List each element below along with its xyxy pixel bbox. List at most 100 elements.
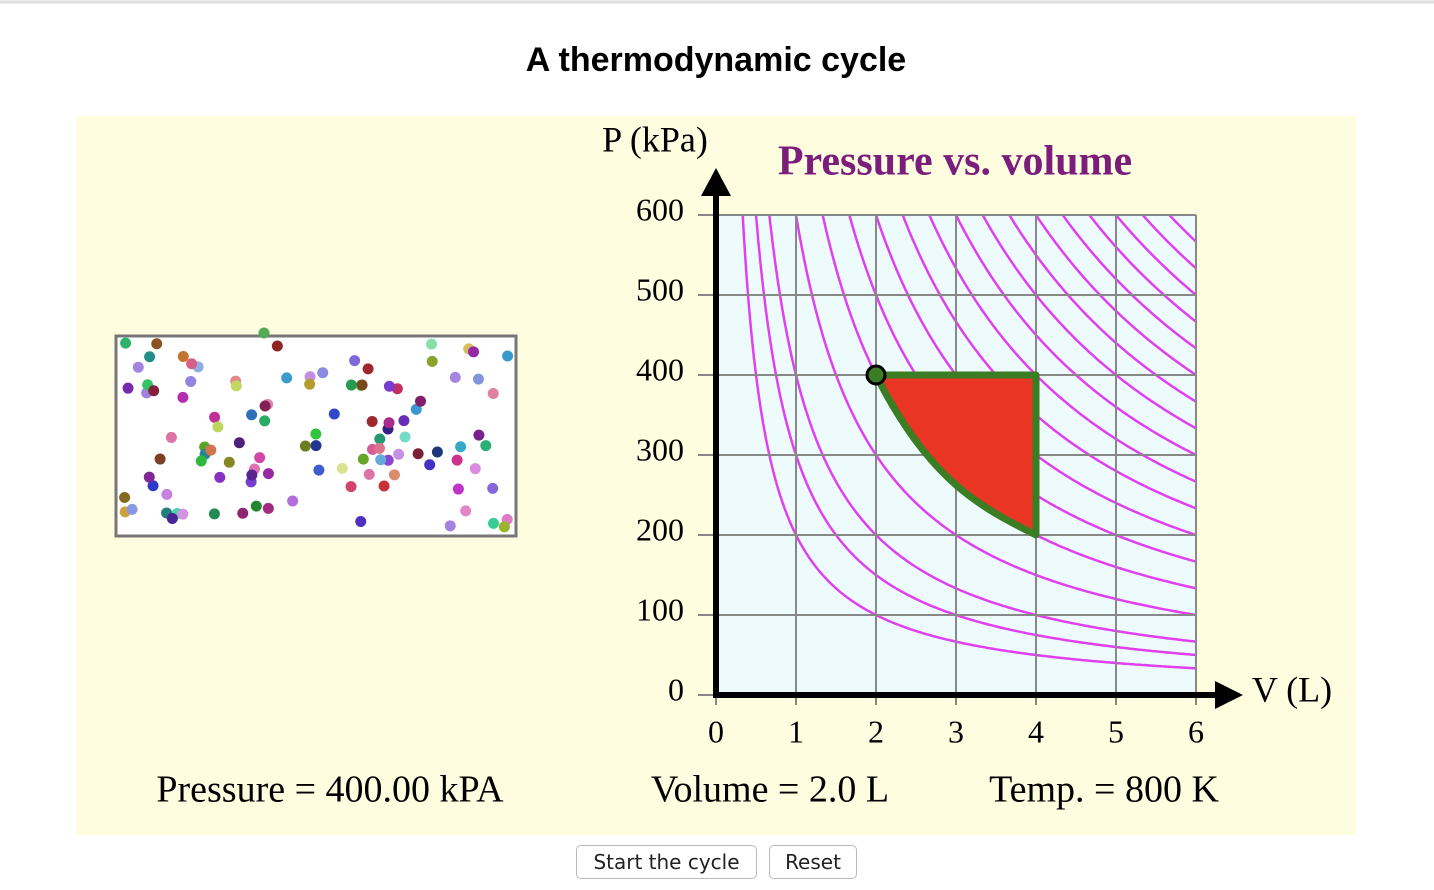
particle bbox=[259, 400, 271, 412]
y-axis-arrow bbox=[701, 168, 731, 196]
isotherm bbox=[768, 215, 1196, 643]
isotherm bbox=[794, 215, 1196, 617]
particle bbox=[328, 408, 340, 420]
particle bbox=[345, 379, 357, 391]
particle bbox=[356, 379, 368, 391]
particle bbox=[412, 448, 424, 460]
particle bbox=[345, 481, 357, 493]
particle bbox=[230, 380, 242, 392]
particle bbox=[233, 437, 245, 449]
particle bbox=[262, 502, 274, 514]
isotherm bbox=[741, 215, 1196, 670]
particle bbox=[246, 469, 258, 481]
y-tick-label: 100 bbox=[636, 591, 684, 627]
isotherm bbox=[901, 215, 1196, 510]
app: A thermodynamic cycle Pressure vs. volum… bbox=[0, 0, 1434, 835]
particle bbox=[366, 416, 378, 428]
particle bbox=[132, 361, 144, 373]
x-tick-label: 0 bbox=[708, 713, 724, 749]
particle bbox=[502, 350, 514, 362]
particle bbox=[212, 421, 224, 433]
particle bbox=[317, 367, 329, 379]
particle bbox=[177, 391, 189, 403]
particle bbox=[154, 453, 166, 465]
particle bbox=[119, 491, 131, 503]
x-tick-label: 4 bbox=[1028, 713, 1044, 749]
particle bbox=[383, 417, 395, 429]
particle bbox=[214, 471, 226, 483]
particle bbox=[451, 454, 463, 466]
particle bbox=[399, 431, 411, 443]
isotherm bbox=[1114, 215, 1196, 297]
start-button[interactable]: Start the cycle bbox=[576, 845, 757, 879]
particle bbox=[426, 355, 438, 367]
particle bbox=[165, 431, 177, 443]
particle bbox=[313, 464, 325, 476]
particle bbox=[161, 488, 173, 500]
particle bbox=[398, 415, 410, 427]
particle bbox=[431, 446, 443, 458]
particle bbox=[393, 448, 405, 460]
particle bbox=[498, 521, 510, 533]
pressure-readout: Pressure = 400.00 kPA bbox=[156, 769, 504, 811]
particle bbox=[195, 455, 207, 467]
particle bbox=[246, 409, 258, 421]
particle bbox=[378, 480, 390, 492]
particle bbox=[472, 373, 484, 385]
chart-title: Pressure vs. volume bbox=[778, 139, 1132, 185]
x-tick-label: 6 bbox=[1188, 713, 1204, 749]
particle bbox=[480, 440, 492, 452]
particle bbox=[120, 337, 132, 349]
particle bbox=[357, 453, 369, 465]
particle bbox=[287, 495, 299, 507]
particle bbox=[415, 395, 427, 407]
particle bbox=[383, 380, 395, 392]
y-tick-label: 400 bbox=[636, 351, 684, 387]
particle bbox=[410, 403, 422, 415]
particle bbox=[148, 385, 160, 397]
particle bbox=[374, 433, 386, 445]
particle bbox=[363, 468, 375, 480]
isotherm bbox=[1061, 215, 1196, 350]
particle bbox=[271, 340, 283, 352]
isotherm bbox=[1034, 215, 1196, 377]
isotherm bbox=[927, 215, 1196, 484]
particle bbox=[185, 375, 197, 387]
particle bbox=[177, 508, 189, 520]
x-axis-label: V (L) bbox=[1252, 669, 1332, 709]
particle bbox=[299, 440, 311, 452]
particle bbox=[362, 363, 374, 375]
x-tick-label: 1 bbox=[788, 713, 804, 749]
x-axis-arrow bbox=[1215, 681, 1243, 709]
reset-button[interactable]: Reset bbox=[769, 845, 857, 879]
particle bbox=[455, 441, 467, 453]
particle bbox=[426, 338, 438, 350]
particle bbox=[304, 378, 316, 390]
isotherm bbox=[954, 215, 1196, 457]
particle bbox=[259, 415, 271, 427]
y-tick-label: 300 bbox=[636, 431, 684, 467]
isotherm bbox=[1007, 215, 1196, 404]
particle bbox=[310, 440, 322, 452]
particle bbox=[237, 507, 249, 519]
particle bbox=[209, 411, 221, 423]
particle bbox=[262, 468, 274, 480]
particle bbox=[223, 456, 235, 468]
particle bbox=[460, 505, 472, 517]
particle bbox=[468, 346, 480, 358]
cycle bbox=[872, 371, 1040, 539]
particle bbox=[250, 500, 262, 512]
y-tick-label: 500 bbox=[636, 271, 684, 307]
particle bbox=[336, 462, 348, 474]
x-tick-label: 2 bbox=[868, 713, 884, 749]
y-tick-label: 200 bbox=[636, 511, 684, 547]
particle bbox=[186, 358, 198, 370]
x-tick-label: 5 bbox=[1108, 713, 1124, 749]
page-title: A thermodynamic cycle bbox=[526, 41, 906, 79]
x-tick-label: 3 bbox=[948, 713, 964, 749]
particle bbox=[373, 442, 385, 454]
particle bbox=[388, 469, 400, 481]
particle bbox=[144, 351, 156, 363]
y-tick-label: 0 bbox=[668, 671, 684, 707]
